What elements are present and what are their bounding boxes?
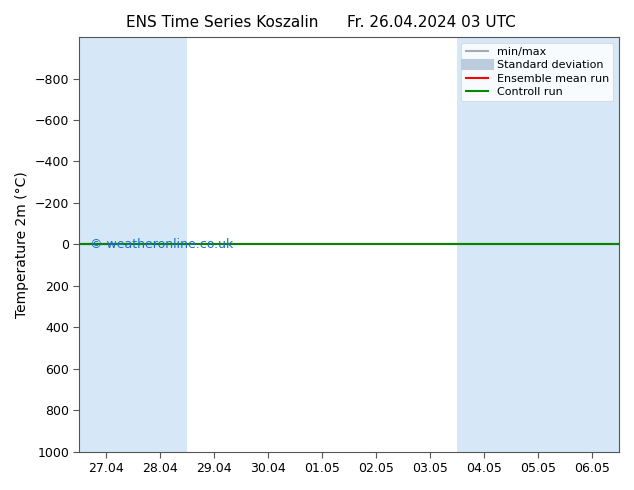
Text: ENS Time Series Koszalin: ENS Time Series Koszalin — [126, 15, 318, 30]
Y-axis label: Temperature 2m (°C): Temperature 2m (°C) — [15, 171, 29, 318]
Text: © weatheronline.co.uk: © weatheronline.co.uk — [90, 238, 233, 251]
Bar — [457, 37, 511, 452]
Legend: min/max, Standard deviation, Ensemble mean run, Controll run: min/max, Standard deviation, Ensemble me… — [461, 43, 614, 101]
Bar — [565, 37, 619, 452]
Bar — [79, 37, 133, 452]
Bar — [511, 37, 565, 452]
Text: Fr. 26.04.2024 03 UTC: Fr. 26.04.2024 03 UTC — [347, 15, 515, 30]
Bar — [133, 37, 188, 452]
